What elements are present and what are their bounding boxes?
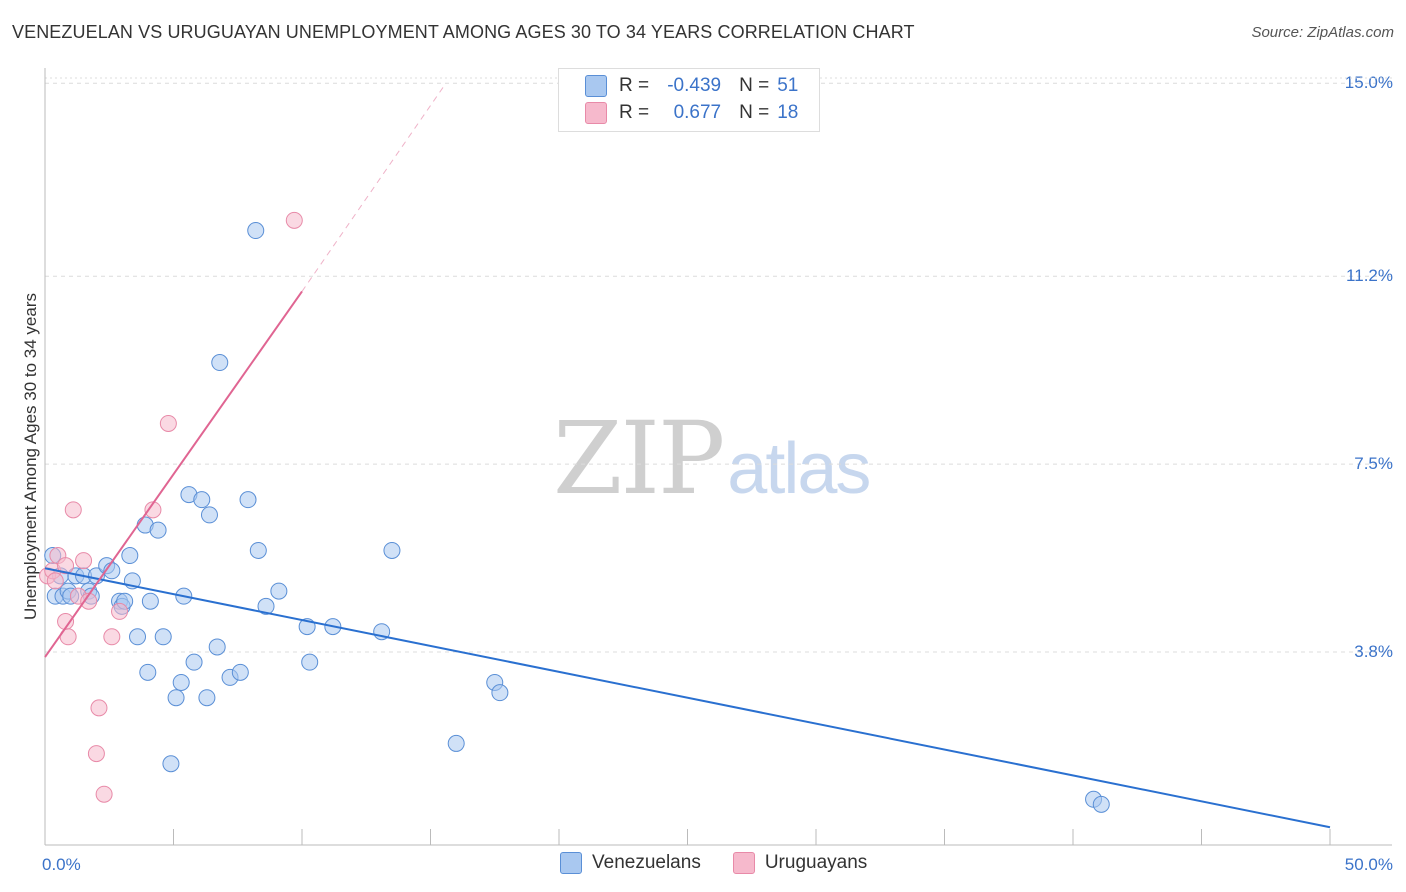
uruguayan-point — [159, 414, 177, 432]
watermark: ZIPatlas — [553, 400, 871, 517]
venezuelan-point — [198, 689, 216, 707]
venezuelan-point — [301, 653, 319, 671]
legend-swatch-venezuelans — [585, 75, 607, 97]
uruguayan-point — [95, 785, 113, 803]
venezuelan-point — [200, 506, 218, 524]
x-tick-label: 0.0% — [42, 855, 81, 874]
venezuelan-point — [172, 673, 190, 691]
series-legend-label: Venezuelans — [592, 852, 701, 873]
legend-n-label: N = — [739, 102, 770, 123]
legend-r-value: 0.677 — [673, 102, 722, 123]
uruguayan-point — [103, 628, 121, 646]
legend-r-value: -0.439 — [667, 75, 722, 96]
legend-row-venezuelans: R = -0.439 N = 51 — [585, 73, 798, 99]
uruguayan-point — [75, 552, 93, 570]
venezuelan-point — [121, 547, 139, 565]
venezuelan-point — [154, 628, 172, 646]
venezuelan-point — [239, 491, 257, 509]
uruguayan-point — [87, 745, 105, 763]
series-legend-uruguayans[interactable]: Uruguayans — [732, 852, 868, 874]
uruguayan-trendline — [44, 290, 303, 658]
uruguayan-point — [46, 572, 64, 590]
venezuelan-point — [211, 354, 229, 372]
y-tick-label: 3.8% — [1354, 642, 1393, 661]
y-tick-label: 7.5% — [1354, 454, 1393, 473]
venezuelan-point — [167, 689, 185, 707]
series-legend-label: Uruguayans — [764, 852, 868, 873]
y-tick-label: 11.2% — [1346, 266, 1393, 285]
watermark-atlas: atlas — [727, 429, 871, 509]
uruguayan-point — [285, 211, 303, 229]
legend-swatch-venezuelans — [560, 852, 582, 874]
legend-n-value: 51 — [777, 75, 799, 96]
venezuelan-point — [383, 541, 401, 559]
venezuelan-point — [208, 638, 226, 656]
chart-title: VENEZUELAN VS URUGUAYAN UNEMPLOYMENT AMO… — [12, 22, 915, 42]
chart-source: Source: ZipAtlas.com — [1251, 24, 1394, 41]
venezuelan-point — [149, 521, 167, 539]
y-tick-label: 15.0% — [1345, 73, 1393, 92]
venezuelan-point — [129, 628, 147, 646]
legend-n-value: 18 — [777, 102, 799, 123]
venezuelan-point — [257, 597, 275, 615]
venezuelan-point — [491, 684, 509, 702]
venezuelan-trendline — [44, 567, 1331, 829]
venezuelan-point — [249, 541, 267, 559]
venezuelan-point — [162, 755, 180, 773]
uruguayan-point — [90, 699, 108, 717]
legend-r-label: R = — [619, 102, 650, 123]
uruguayan-point — [111, 602, 129, 620]
venezuelan-point — [231, 663, 249, 681]
venezuelan-point — [1092, 795, 1110, 813]
legend-n-label: N = — [739, 75, 770, 96]
x-tick-label: 50.0% — [1345, 855, 1393, 874]
uruguayan-trendline-extension — [301, 82, 447, 292]
venezuelan-point — [193, 491, 211, 509]
watermark-zip: ZIP — [553, 400, 725, 517]
venezuelan-point — [141, 592, 159, 610]
legend-swatch-uruguayans — [585, 102, 607, 124]
series-legend-venezuelans[interactable]: Venezuelans — [560, 852, 701, 874]
venezuelan-point — [270, 582, 288, 600]
venezuelan-point — [185, 653, 203, 671]
stats-legend: R = -0.439 N = 51 R = 0.677 N = 18 — [558, 68, 820, 132]
venezuelan-point — [447, 734, 465, 752]
y-axis-label: Unemployment Among Ages 30 to 34 years — [21, 293, 40, 620]
uruguayan-point — [57, 557, 75, 575]
venezuelan-point — [139, 663, 157, 681]
legend-swatch-uruguayans — [732, 852, 755, 874]
legend-r-label: R = — [619, 75, 650, 96]
uruguayan-point — [64, 501, 82, 519]
venezuelan-point — [247, 222, 265, 240]
series-legend: Venezuelans Uruguayans — [560, 852, 899, 874]
legend-row-uruguayans: R = 0.677 N = 18 — [585, 100, 798, 126]
